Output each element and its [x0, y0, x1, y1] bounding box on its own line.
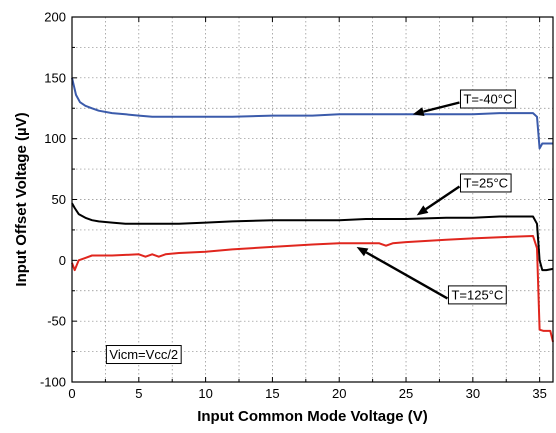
x-tick-label: 35 — [532, 386, 546, 401]
y-tick-label: 50 — [52, 192, 66, 207]
annotation-3: Vicm=Vcc/2 — [105, 345, 182, 365]
annotation-label-box — [447, 285, 507, 305]
annotation-label: T=25°C — [463, 175, 508, 190]
annotation-label: T=125°C — [451, 287, 503, 302]
x-axis-title: Input Common Mode Voltage (V) — [197, 408, 428, 425]
series-line-0 — [71, 77, 553, 150]
annotation-label-box — [459, 173, 512, 193]
annotation-label: T=-40°C — [463, 92, 512, 107]
annotation-2: T=125°C — [356, 246, 507, 305]
x-tick-label: 30 — [466, 386, 480, 401]
annotation-0: T=-40°C — [412, 89, 516, 117]
x-tick-label: 5 — [135, 386, 142, 401]
series-line-1 — [71, 202, 554, 272]
y-axis-title: Input Offset Voltage (µV) — [13, 112, 30, 286]
annotation-arrow-head — [356, 246, 369, 257]
annotation-arrow-line — [425, 185, 461, 211]
y-tick-label: 150 — [44, 70, 66, 85]
y-tick-label: 100 — [44, 131, 66, 146]
annotation-label: Vicm=Vcc/2 — [109, 347, 178, 362]
x-tick-label: 15 — [265, 386, 279, 401]
annotation-1: T=25°C — [416, 173, 512, 216]
x-tick-label: 20 — [332, 386, 346, 401]
x-tick-label: 10 — [198, 386, 212, 401]
x-tick-label: 0 — [68, 386, 75, 401]
y-tick-label: 200 — [44, 10, 66, 25]
y-tick-label: -100 — [40, 375, 66, 390]
annotation-arrow-line — [423, 101, 460, 113]
annotation-label-box — [105, 345, 182, 365]
annotation-arrow-head — [416, 205, 429, 216]
series-layer — [71, 77, 554, 343]
annotation-label-box — [459, 89, 516, 109]
annotation-arrow-head — [412, 107, 425, 117]
series-line-2 — [71, 235, 554, 343]
y-tick-label: 0 — [59, 253, 66, 268]
annotations: T=-40°C T=25°C T=125°C Vicm=Vcc/2 — [105, 89, 516, 365]
x-tick-label: 25 — [399, 386, 413, 401]
axis-ticks — [71, 16, 553, 383]
y-tick-label: -50 — [47, 314, 66, 329]
tick-labels: 0 5 10 15 20 25 30 35 200 150 100 50 0 -50 -100 — [40, 10, 547, 402]
annotation-arrow-line — [365, 251, 449, 300]
